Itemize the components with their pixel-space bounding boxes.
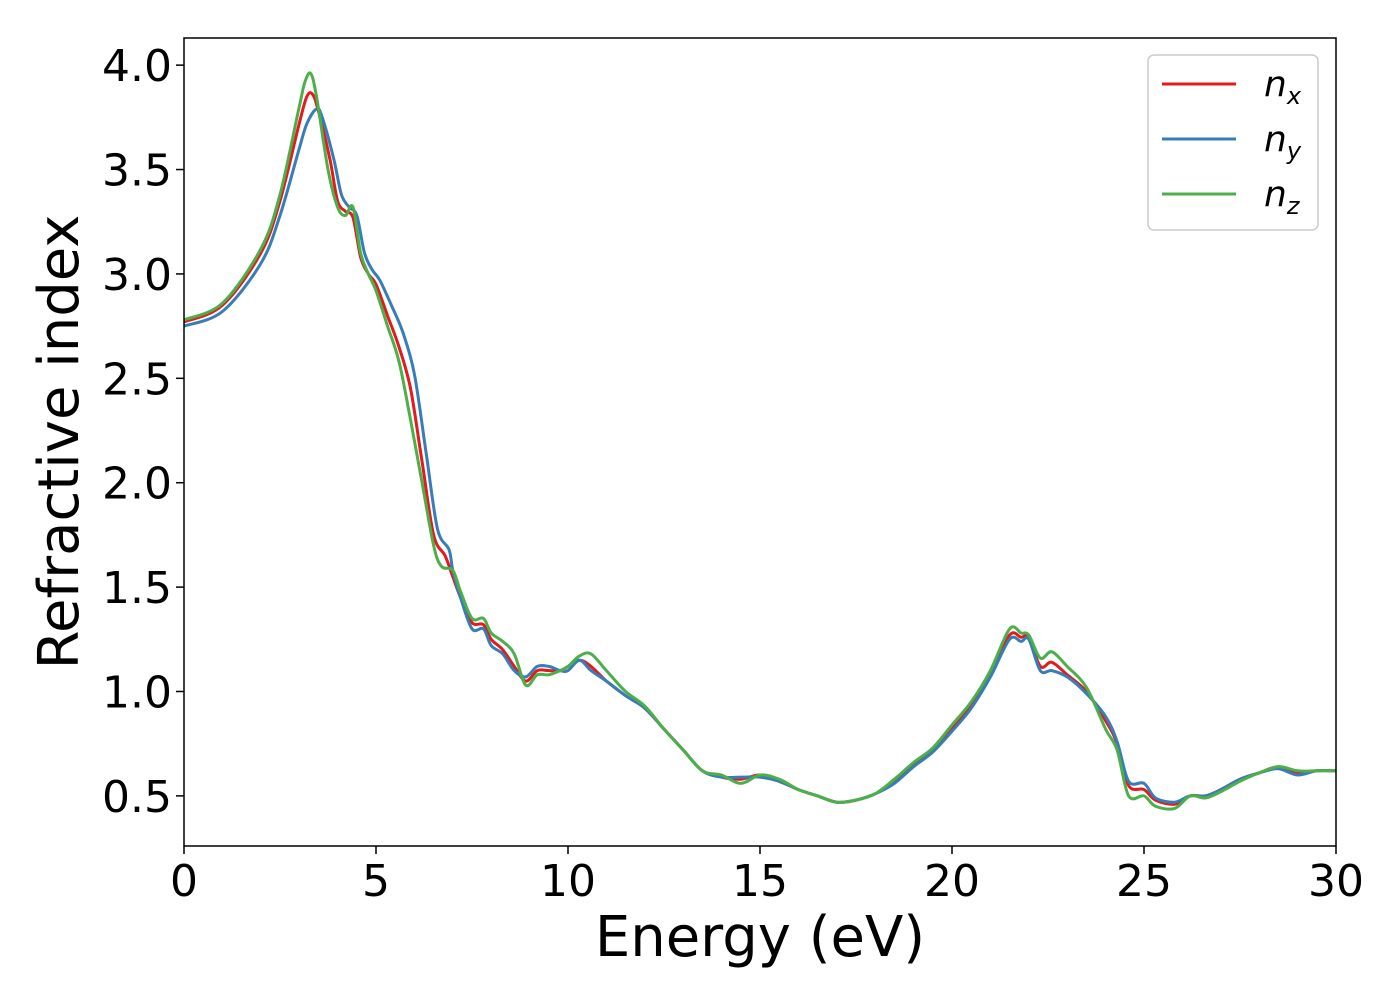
y-tick-label: 3.0: [102, 250, 172, 301]
x-tick-label: 5: [362, 856, 390, 907]
x-tick-label: 10: [540, 856, 596, 907]
plot-area: [184, 38, 1336, 846]
x-tick-label: 0: [170, 856, 198, 907]
y-tick-label: 4.0: [102, 41, 172, 92]
y-tick-label: 1.5: [102, 563, 172, 614]
x-tick-label: 25: [1116, 856, 1172, 907]
y-axis-label: Refractive index: [27, 215, 92, 670]
y-tick-label: 2.5: [102, 354, 172, 405]
y-tick-label: 3.5: [102, 146, 172, 197]
axes-layer: 0 5 10 15 20 25 30 0.5 1.0 1.5 2.0 2.5 3.0 3.5 4.0: [102, 37, 1364, 907]
series-layer: [184, 71, 1336, 811]
y-tick-label: 1.0: [102, 667, 172, 718]
legend-box: [1147, 54, 1319, 231]
x-axis-label: Energy (eV): [595, 905, 925, 970]
x-tick-label: 20: [924, 856, 980, 907]
x-tick-label: 30: [1308, 856, 1364, 907]
y-tick-label: 0.5: [102, 772, 172, 823]
x-tick-label: 15: [732, 856, 788, 907]
plot-background: [184, 38, 1336, 846]
series-line-nz: [184, 71, 1336, 811]
y-tick-label: 2.0: [102, 459, 172, 510]
